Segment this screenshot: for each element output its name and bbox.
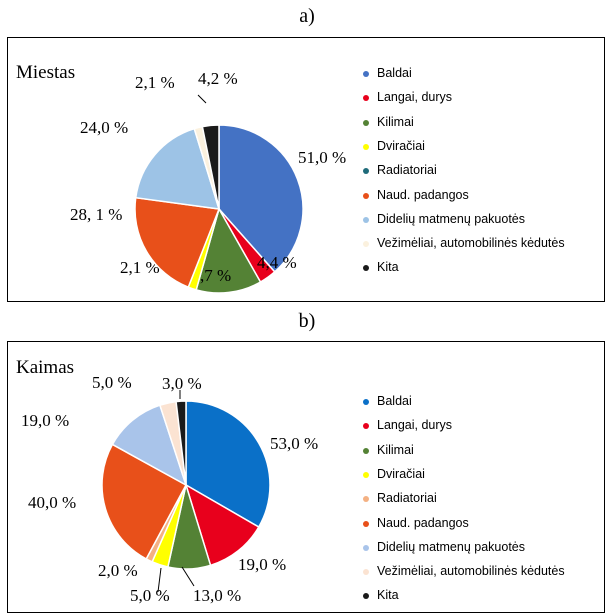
legend-marker: [363, 216, 369, 223]
legend-label: Didelių matmenų pakuotės: [377, 539, 525, 554]
legend-label: Radiatoriai: [377, 163, 437, 178]
legend-marker: [363, 143, 369, 150]
pie-slice: [111, 404, 188, 487]
legend-marker: [363, 423, 369, 430]
slice-value-label: 3,0 %: [162, 374, 202, 393]
legend-label: Baldai: [377, 66, 412, 80]
pie-slice: [134, 196, 221, 289]
pie-slice: [185, 400, 271, 529]
legend-label: Vežimėliai, automobilinės kėdutės: [377, 564, 565, 579]
slice-value-label: 51,0 %: [298, 148, 346, 167]
legend-marker: [363, 544, 369, 551]
subfigure-label-b: b): [298, 310, 316, 332]
legend-label: Kita: [377, 260, 399, 275]
subfigure-label-a: a): [299, 5, 315, 27]
legend-marker: [363, 399, 369, 405]
slice-value-label: 2,0 %: [98, 561, 138, 580]
pie-slice: [218, 124, 304, 273]
pie-slice: [201, 124, 220, 210]
legend-marker: [363, 265, 369, 272]
slice-value-label: 19,0 %: [238, 555, 286, 574]
legend-label: Langai, durys: [377, 90, 453, 105]
slice-value-label: 5,0 %: [130, 586, 170, 605]
slice-value-label: 2,1 %: [120, 258, 160, 277]
slice-value-label: 24,0 %: [80, 118, 128, 137]
slice-value-label: 13,0 %: [193, 586, 241, 605]
leader-line: [157, 567, 162, 593]
legend-marker: [363, 71, 369, 77]
legend-marker: [363, 241, 369, 248]
legend-marker: [363, 569, 369, 576]
legend-label: Langai, durys: [377, 418, 453, 433]
slice-value-label: 5,0 %: [92, 373, 132, 392]
slice-value-label: 19,0 %: [21, 411, 69, 430]
pie-slice: [195, 207, 262, 294]
legend-marker: [363, 496, 369, 503]
pie-slice: [134, 127, 221, 210]
slice-value-label: 28, 1 %: [70, 205, 122, 224]
legend-marker: [363, 447, 369, 454]
legend-label: Kilimai: [377, 442, 414, 457]
slice-value-label: 2,1 %: [135, 73, 175, 92]
legend-marker: [363, 168, 369, 175]
legend-label: Kita: [377, 588, 399, 603]
legend-marker: [363, 593, 369, 600]
pie-slice: [101, 443, 188, 560]
legend-marker: [363, 192, 369, 199]
slice-value-label: 40,0 %: [28, 493, 76, 512]
leader-line: [197, 94, 207, 104]
legend-label: Naud. padangos: [377, 187, 469, 202]
leader-line: [181, 566, 195, 587]
legend-marker: [363, 471, 369, 478]
pie-chart-miestas: 51,0 %4,4 %16,7 %2,1 %28, 1 %24,0 %2,1 %…: [70, 69, 346, 294]
slice-value-label: 4,4 %: [257, 253, 297, 272]
legend-label: Radiatoriai: [377, 491, 437, 506]
pie-slice: [175, 400, 187, 486]
legend-label: Naud. padangos: [377, 515, 469, 530]
legend-label: Dviračiai: [377, 466, 425, 481]
chart-title: Kaimas: [16, 357, 75, 378]
pie-slice: [184, 483, 260, 567]
pie-chart-kaimas: 53,0 % 19,0 % 13,0 % 5,0 % 2,0 % 40,0 % 19,0 %…: [21, 373, 318, 605]
slice-value-label: 4,2 %: [198, 69, 238, 88]
legend-label: Baldai: [377, 394, 412, 408]
legend-marker: [363, 95, 369, 102]
pie-chart-panel-miestas: Miestas 51,0 % 4,4 % 16,7 % 2,1 % 28, 1 % 24,…: [7, 37, 605, 302]
legend-label: Kilimai: [377, 114, 414, 129]
legend-label: Vežimėliai, automobilinės kėdutės: [377, 236, 565, 251]
legend-marker: [363, 520, 369, 527]
legend-marker: [363, 119, 369, 126]
legend-label: Didelių matmenų pakuotės: [377, 211, 525, 226]
legend-label: Dviračiai: [377, 138, 425, 153]
slice-value-label: 53,0 %: [270, 434, 318, 453]
pie-chart-panel-kaimas: Kaimas 53,0 % 19,0 % 13,0 % 5,0 % 2,0 % 40,0 …: [7, 341, 605, 613]
chart-title: Miestas: [16, 62, 76, 83]
